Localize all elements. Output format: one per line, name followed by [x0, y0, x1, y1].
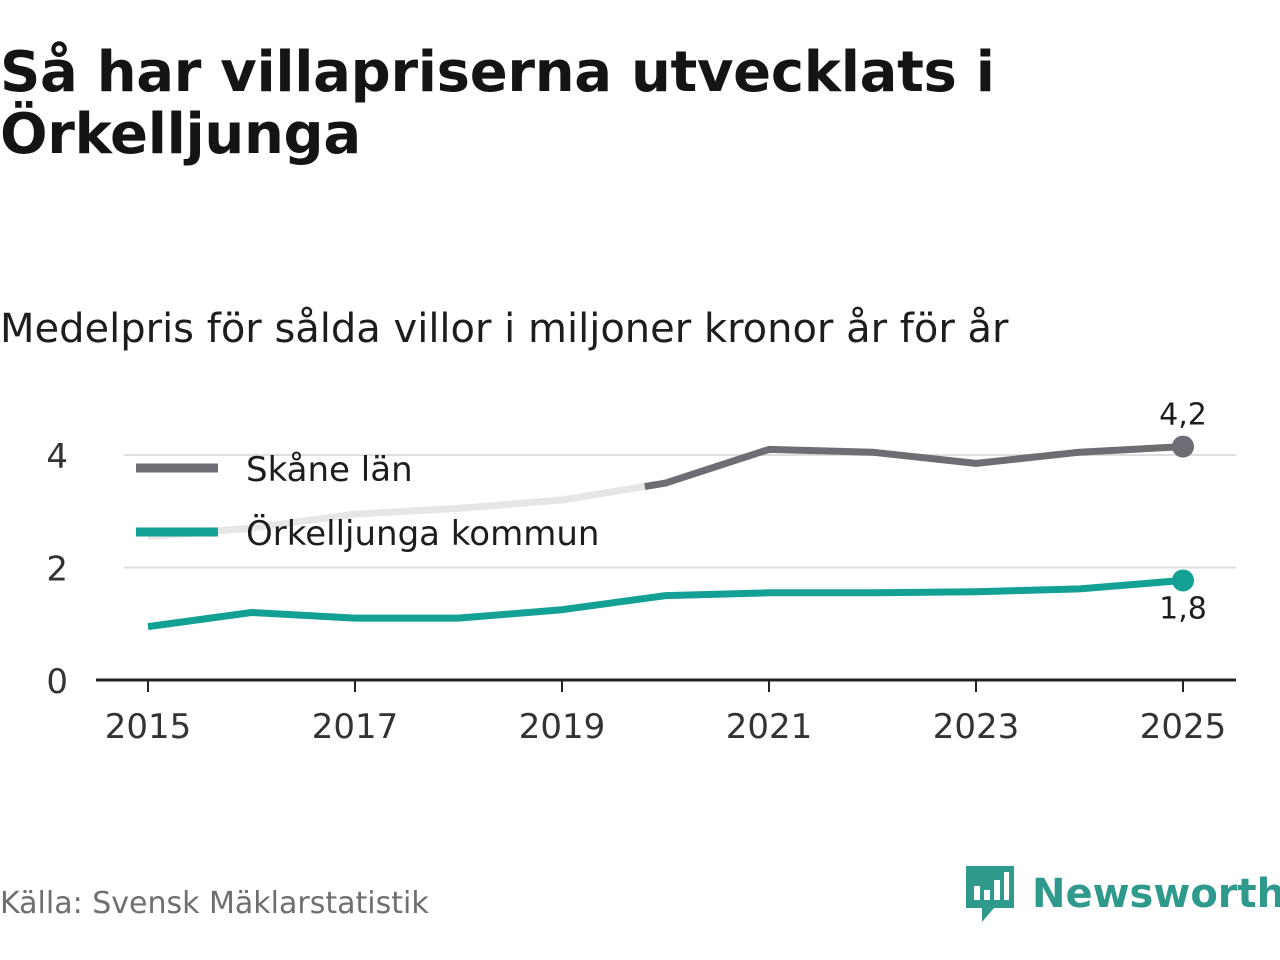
page-title: Så har villapriserna utvecklats i Örkell…	[0, 40, 995, 167]
line-chart: 0 2 4 2015 2017 2019 2021 2023 2025 Skåne län Ör…	[46, 398, 1236, 747]
series-line-skane	[644, 443, 1184, 490]
brand-name: Newsworthy	[1032, 871, 1280, 917]
source-note: Källa: Svensk Mäklarstatistik	[0, 886, 429, 921]
end-label-orkelljunga: 1,8	[1159, 591, 1207, 626]
x-tick-label: 2025	[1140, 707, 1227, 747]
x-tick-label: 2019	[519, 707, 606, 747]
y-tick-label: 4	[46, 437, 68, 477]
x-tick-label: 2017	[312, 707, 399, 747]
series-line-skane-faded	[147, 483, 646, 541]
brand-logo: Newsworthy	[964, 864, 1280, 924]
end-label-skane: 4,2	[1159, 398, 1207, 433]
chart-subtitle: Medelpris för sålda villor i miljoner kr…	[0, 306, 1009, 352]
y-tick-label: 2	[46, 550, 68, 590]
x-tick-label: 2015	[105, 707, 192, 747]
end-point-orkelljunga	[1172, 569, 1194, 592]
newsworthy-logo-icon	[966, 866, 1014, 922]
x-tick-label: 2023	[933, 707, 1020, 747]
legend-label-skane: Skåne län	[246, 450, 413, 490]
legend-label-orkelljunga: Örkelljunga kommun	[246, 513, 599, 554]
x-tick-label: 2021	[726, 707, 813, 747]
series-line-orkelljunga	[147, 576, 1184, 631]
y-tick-label: 0	[46, 662, 68, 702]
end-point-skane	[1172, 435, 1194, 458]
